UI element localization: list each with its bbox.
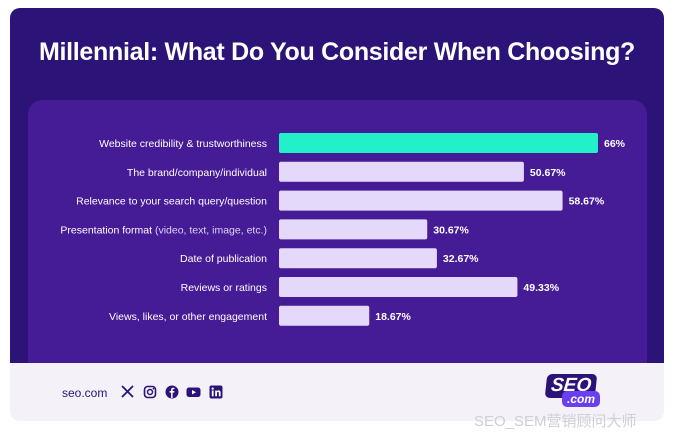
value-label-1: 66% — [604, 138, 626, 150]
watermark: SEO_SEM营销顾问大师 — [474, 413, 637, 430]
site-link[interactable]: seo.com — [62, 386, 108, 400]
value-label-2: 50.67% — [530, 167, 566, 179]
bar-chart: Website credibility & trustworthiness 66%… — [60, 133, 626, 326]
x-icon[interactable] — [120, 384, 135, 399]
facebook-icon[interactable] — [164, 384, 179, 399]
category-label-1: Website credibility & trustworthiness — [99, 138, 267, 150]
value-label-4: 30.67% — [433, 224, 469, 236]
category-label-4: Presentation format (video, text, image,… — [60, 224, 267, 236]
bar-5 — [279, 248, 437, 269]
linkedin-icon[interactable] — [208, 384, 223, 399]
category-label-6: Reviews or ratings — [181, 282, 267, 294]
bar-4 — [279, 219, 428, 240]
bar-6 — [279, 277, 518, 297]
value-label-5: 32.67% — [443, 253, 479, 265]
category-label-5: Date of publication — [180, 253, 267, 265]
social-links — [120, 384, 223, 399]
category-label-7: Views, likes, or other engagement — [109, 311, 267, 323]
chart-title: Millennial: What Do You Consider When Ch… — [38, 38, 636, 66]
category-label-3: Relevance to your search query/question — [76, 196, 267, 208]
bar-1 — [279, 133, 598, 153]
value-label-7: 18.67% — [375, 311, 411, 323]
category-label-2: The brand/company/individual — [127, 167, 267, 179]
seo-com-logo[interactable]: SEO .com — [544, 374, 610, 410]
bar-7 — [279, 305, 370, 326]
footer: seo.com SEO .com — [10, 363, 664, 421]
logo-com-text: .com — [562, 391, 601, 407]
instagram-icon[interactable] — [142, 384, 157, 399]
value-label-3: 58.67% — [569, 196, 605, 208]
value-label-6: 49.33% — [523, 282, 559, 294]
bar-2 — [279, 161, 524, 182]
youtube-icon[interactable] — [186, 384, 201, 399]
infographic-card: Millennial: What Do You Consider When Ch… — [10, 8, 664, 421]
bar-3 — [279, 190, 563, 211]
